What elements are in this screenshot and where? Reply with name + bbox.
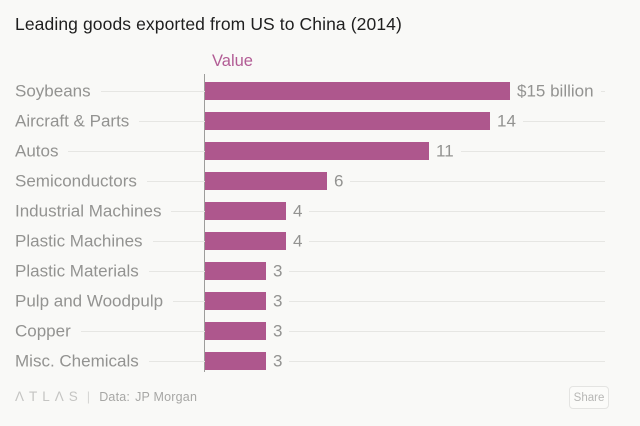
value-label: 3 — [266, 351, 290, 371]
value-label: 4 — [286, 201, 310, 221]
bar — [205, 172, 327, 190]
category-label: Pulp and Woodpulp — [15, 291, 174, 311]
chart-title: Leading goods exported from US to China … — [15, 14, 402, 34]
bar — [205, 292, 266, 310]
data-source-label: Data: — [99, 389, 131, 404]
chart-row: Aircraft & Parts 14 — [0, 111, 640, 131]
value-label: 4 — [286, 231, 310, 251]
y-axis-line — [204, 74, 205, 372]
legend: Value — [212, 51, 253, 71]
category-label: Plastic Materials — [15, 261, 149, 281]
bar — [205, 352, 266, 370]
value-label: $15 billion — [510, 81, 601, 101]
category-label: Semiconductors — [15, 171, 147, 191]
data-source-value: JP Morgan — [135, 389, 198, 404]
plot-area: Soybeans $15 billion Aircraft & Parts 14 Aut… — [0, 74, 640, 372]
attribution: ΛTLΛS | Data: JP Morgan — [15, 389, 197, 404]
category-label: Misc. Chemicals — [15, 351, 149, 371]
chart-row: Semiconductors 6 — [0, 171, 640, 191]
row-grid-line — [15, 361, 605, 362]
bar — [205, 262, 266, 280]
attribution-separator: | — [86, 389, 91, 404]
category-label: Autos — [15, 141, 69, 161]
chart-row: Misc. Chemicals 3 — [0, 351, 640, 371]
row-grid-line — [15, 211, 605, 212]
chart-row: Industrial Machines 4 — [0, 201, 640, 221]
footer: ΛTLΛS | Data: JP Morgan Share — [0, 382, 640, 414]
category-label: Industrial Machines — [15, 201, 172, 221]
value-label: 3 — [266, 261, 290, 281]
chart-row: Soybeans $15 billion — [0, 81, 640, 101]
value-label: 11 — [429, 141, 461, 161]
bar — [205, 202, 286, 220]
share-button[interactable]: Share — [569, 386, 609, 409]
value-label: 3 — [266, 321, 290, 341]
row-grid-line — [15, 241, 605, 242]
category-label: Aircraft & Parts — [15, 111, 140, 131]
atlas-logo: ΛTLΛS — [15, 389, 83, 404]
chart-row: Copper 3 — [0, 321, 640, 341]
category-label: Soybeans — [15, 81, 101, 101]
category-label: Plastic Machines — [15, 231, 153, 251]
data-source: Data: JP Morgan — [99, 390, 197, 404]
bar — [205, 232, 286, 250]
row-grid-line — [15, 271, 605, 272]
bar — [205, 142, 429, 160]
chart-row: Plastic Materials 3 — [0, 261, 640, 281]
value-label: 14 — [490, 111, 523, 131]
chart-row: Autos 11 — [0, 141, 640, 161]
category-label: Copper — [15, 321, 81, 341]
bar — [205, 322, 266, 340]
row-grid-line — [15, 301, 605, 302]
bar — [205, 112, 490, 130]
bar — [205, 82, 510, 100]
chart-row: Plastic Machines 4 — [0, 231, 640, 251]
chart-row: Pulp and Woodpulp 3 — [0, 291, 640, 311]
legend-value-label: Value — [212, 52, 253, 70]
value-label: 6 — [327, 171, 351, 191]
row-grid-line — [15, 331, 605, 332]
value-label: 3 — [266, 291, 290, 311]
